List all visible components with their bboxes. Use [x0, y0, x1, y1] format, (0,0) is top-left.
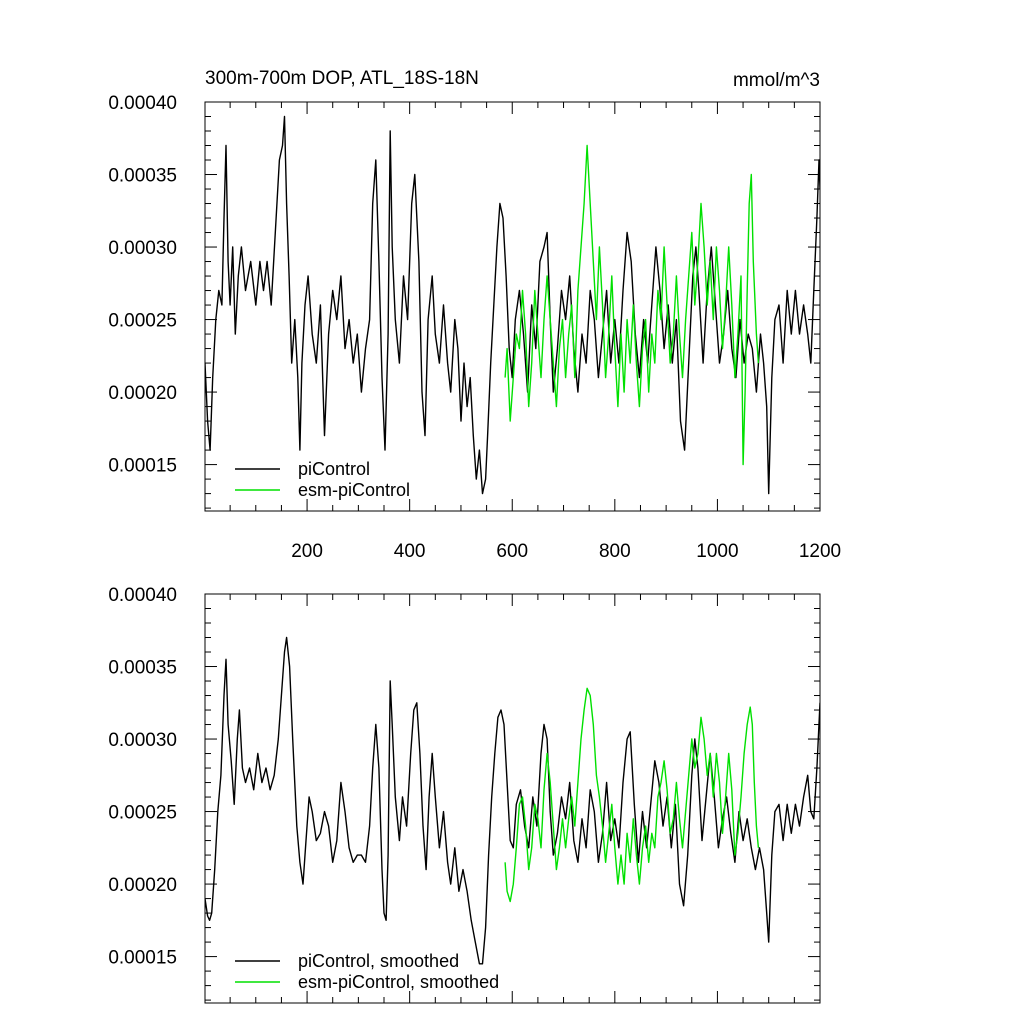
smoothed-timeseries-plot: 0.00015 0.00020 0.00025 0.00030 0.00035 0.000… [108, 585, 821, 1004]
raw-timeseries-plot: 0.00015 0.00020 0.00025 0.00030 0.00035 0.000… [108, 93, 841, 562]
bottom-ytick-label: 0.00015 [108, 948, 177, 969]
top-ytick-label: 0.00025 [108, 311, 177, 332]
top-ytick-label: 0.00015 [108, 456, 177, 477]
top-series-picontrol [205, 115, 820, 495]
top-ytick-label: 0.00030 [108, 238, 177, 259]
bottom-series-picontrol-smoothed [205, 636, 820, 965]
top-series-esm-picontrol [504, 144, 760, 466]
top-plot-frame [204, 101, 821, 512]
top-ytick-label: 0.00040 [108, 93, 177, 114]
top-legend-label: piControl [298, 459, 370, 479]
top-xtick-label: 1200 [799, 541, 841, 562]
bottom-legend-label: piControl, smoothed [298, 951, 459, 971]
top-xtick-label: 800 [599, 541, 631, 562]
top-xtick-label: 400 [394, 541, 426, 562]
bottom-legend-label: esm-piControl, smoothed [298, 972, 499, 992]
bottom-ytick-label: 0.00020 [108, 875, 177, 896]
top-ytick-label: 0.00035 [108, 166, 177, 187]
units-label: mmol/m^3 [733, 70, 820, 91]
bottom-ytick-label: 0.00030 [108, 730, 177, 751]
top-ytick-label: 0.00020 [108, 383, 177, 404]
bottom-ytick-label: 0.00040 [108, 585, 177, 606]
bottom-plot-frame [204, 593, 821, 1004]
bottom-ytick-label: 0.00035 [108, 658, 177, 679]
top-xtick-label: 600 [496, 541, 528, 562]
bottom-series-esm-picontrol-smoothed [504, 687, 760, 903]
top-xtick-label: 200 [291, 541, 323, 562]
top-legend-label: esm-piControl [298, 480, 410, 500]
bottom-ytick-label: 0.00025 [108, 803, 177, 824]
plot-title: 300m-700m DOP, ATL_18S-18N [205, 68, 479, 89]
top-xtick-label: 1000 [696, 541, 738, 562]
